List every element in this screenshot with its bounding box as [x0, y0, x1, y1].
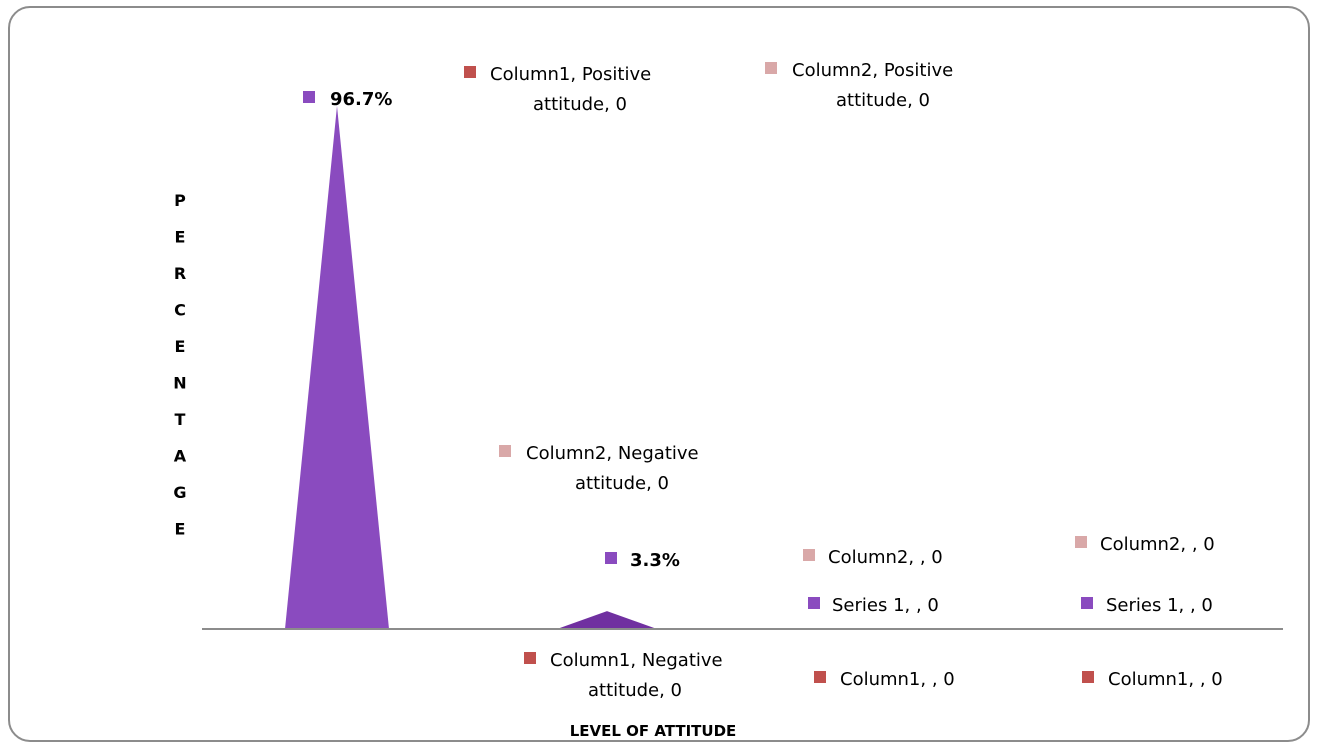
svg-text:Column2, , 0: Column2, , 0 — [828, 547, 943, 568]
legend-key-column2 — [803, 549, 815, 561]
legend-key-column2 — [1075, 536, 1087, 548]
svg-text:96.7%: 96.7% — [330, 89, 392, 110]
legend-key-series1 — [605, 552, 617, 564]
svg-text:attitude, 0: attitude, 0 — [836, 90, 930, 111]
svg-text:3.3%: 3.3% — [630, 550, 680, 571]
svg-text:attitude, 0: attitude, 0 — [588, 680, 682, 701]
svg-text:attitude, 0: attitude, 0 — [533, 94, 627, 115]
data-label-series1-2: 3.3% — [605, 550, 680, 571]
data-label-column1-3: Column1, , 0 — [814, 669, 955, 690]
legend-key-series1 — [808, 597, 820, 609]
data-label-column2-1: Column2, Positive attitude, 0 — [765, 60, 953, 111]
svg-text:Column1, Negative: Column1, Negative — [550, 650, 723, 671]
svg-text:Column2, , 0: Column2, , 0 — [1100, 534, 1215, 555]
legend-key-column2 — [765, 62, 777, 74]
data-label-series1-3: Series 1, , 0 — [808, 595, 939, 616]
data-label-series1-1: 96.7% — [303, 89, 392, 110]
svg-text:Series 1, , 0: Series 1, , 0 — [1106, 595, 1213, 616]
data-label-column2-3: Column2, , 0 — [803, 547, 943, 568]
data-label-series1-4: Series 1, , 0 — [1081, 595, 1213, 616]
legend-key-column1 — [1082, 671, 1094, 683]
svg-text:Series 1, , 0: Series 1, , 0 — [832, 595, 939, 616]
data-labels: 96.7% 3.3% Series 1, , 0 Series 1, , 0 Colum… — [303, 60, 1223, 701]
chart-marks — [285, 106, 657, 629]
data-label-column2-2: Column2, Negative attitude, 0 — [499, 443, 699, 494]
legend-key-series1 — [303, 91, 315, 103]
svg-text:attitude, 0: attitude, 0 — [575, 473, 669, 494]
svg-text:Column1, , 0: Column1, , 0 — [1108, 669, 1223, 690]
x-axis-label: LEVEL OF ATTITUDE — [570, 722, 737, 740]
series1-peak-1 — [285, 106, 389, 629]
legend-key-column1 — [814, 671, 826, 683]
svg-text:Column1, Positive: Column1, Positive — [490, 64, 651, 85]
svg-text:Column2, Positive: Column2, Positive — [792, 60, 953, 81]
data-label-column1-2: Column1, Negative attitude, 0 — [524, 650, 723, 701]
legend-key-column1 — [464, 66, 476, 78]
svg-text:Column1, , 0: Column1, , 0 — [840, 669, 955, 690]
data-label-column2-4: Column2, , 0 — [1075, 534, 1215, 555]
chart-frame — [8, 6, 1310, 742]
svg-text:Column2, Negative: Column2, Negative — [526, 443, 699, 464]
legend-key-column2 — [499, 445, 511, 457]
legend-key-series1 — [1081, 597, 1093, 609]
data-label-column1-1: Column1, Positive attitude, 0 — [464, 64, 651, 115]
legend-key-column1 — [524, 652, 536, 664]
data-label-column1-4: Column1, , 0 — [1082, 669, 1223, 690]
series1-peak-2 — [557, 611, 657, 629]
